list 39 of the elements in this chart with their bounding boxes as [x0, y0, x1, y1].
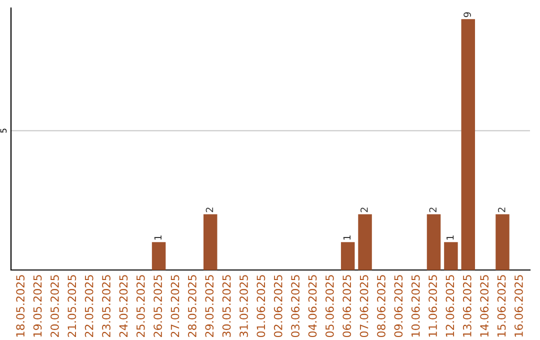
x-tick-label: 23.05.2025: [102, 275, 110, 337]
x-tick-label: 29.05.2025: [205, 275, 214, 337]
x-tick-label: 10.06.2025: [411, 275, 420, 337]
x-tick-label: 28.05.2025: [188, 275, 196, 337]
x-tick-label: 24.05.2025: [119, 275, 128, 337]
x-tick-label: 31.05.2025: [240, 275, 248, 337]
x-tick-label: 05.06.2025: [325, 275, 334, 338]
y-tick-label: 5: [0, 128, 7, 133]
x-tick-label: 27.05.2025: [170, 275, 180, 337]
data-label: 1: [343, 235, 351, 240]
x-tick-label: 26.05.2025: [154, 275, 162, 337]
x-tick-label: 22.05.2025: [84, 275, 94, 337]
data-label: 1: [154, 235, 162, 240]
x-tick-label: 21.05.2025: [68, 275, 76, 337]
x-tick-label: 16.06.2025: [514, 275, 523, 337]
x-tick-label: 19.05.2025: [33, 275, 42, 337]
x-tick-label: 07.06.2025: [360, 275, 368, 338]
data-label: 1: [446, 235, 454, 240]
x-tick-label: 02.06.2025: [274, 275, 282, 338]
x-tick-label: 11.06.2025: [428, 275, 437, 337]
x-tick-label: 09.06.2025: [394, 275, 403, 338]
x-tick-label: 06.06.2025: [342, 275, 352, 338]
x-tick-label: 25.05.2025: [136, 275, 145, 337]
x-tick-label: 03.06.2025: [291, 275, 300, 338]
x-tick-label: 13.06.2025: [462, 275, 472, 337]
x-tick-label: 08.06.2025: [377, 275, 386, 338]
x-tick-label: 14.06.2025: [480, 275, 489, 337]
x-tick-label: 18.05.2025: [16, 275, 25, 337]
x-tick-label: 20.05.2025: [50, 275, 59, 337]
x-tick-label: 04.06.2025: [308, 275, 317, 338]
x-tick-label: 01.06.2025: [256, 275, 266, 338]
x-tick-label: 30.05.2025: [222, 275, 231, 337]
data-label: 2: [206, 208, 214, 212]
data-label: 9: [464, 12, 471, 18]
data-label: 2: [360, 208, 368, 212]
data-label: 2: [498, 208, 506, 212]
x-tick-label: 12.06.2025: [446, 275, 454, 337]
data-label: 2: [429, 208, 436, 212]
x-tick-label: 15.06.2025: [497, 275, 506, 337]
